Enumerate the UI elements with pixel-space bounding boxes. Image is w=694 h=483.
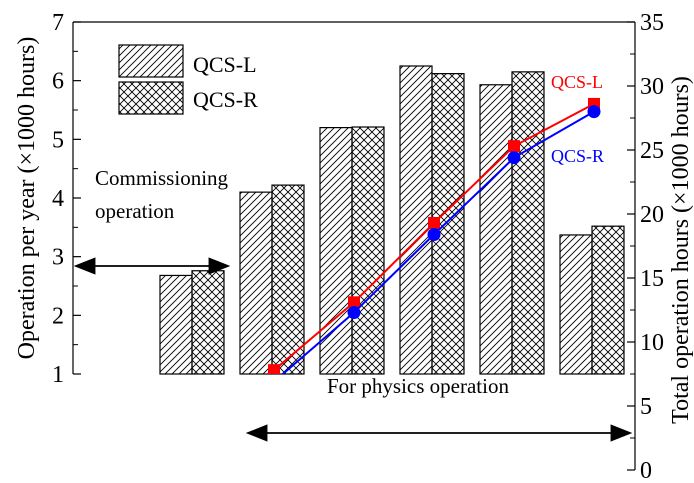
legend-swatch-qcs-r bbox=[118, 81, 184, 115]
right-tick-label-5: 5 bbox=[640, 394, 652, 420]
left-tick-label-4: 4 bbox=[52, 186, 64, 212]
bar-qcs-r-5 bbox=[511, 71, 545, 375]
bar-qcs-l-2 bbox=[239, 191, 273, 375]
left-tick-label-3: 3 bbox=[52, 245, 64, 271]
bar-qcs-l-4 bbox=[399, 65, 433, 375]
right-axis-label: Total operation hours (×1000 hours) bbox=[668, 76, 694, 424]
left-tick-label-2: 2 bbox=[52, 303, 64, 329]
point-qcs-l-3 bbox=[348, 296, 360, 309]
right-axis-label-text: Total operation hours (×1000 hours) bbox=[668, 76, 694, 424]
left-tick-label-5: 5 bbox=[52, 127, 64, 153]
right-tick-label-0: 0 bbox=[640, 458, 652, 483]
annotation-commissioning: Commissioning bbox=[95, 166, 229, 190]
line-series bbox=[265, 97, 601, 374]
right-tick-label-15: 15 bbox=[640, 266, 664, 292]
left-tick-label-7: 7 bbox=[52, 10, 64, 36]
bar-qcs-r-2 bbox=[271, 184, 305, 375]
line-label-qcs-l: QCS-L bbox=[551, 72, 603, 92]
bar-qcs-l-3 bbox=[319, 126, 353, 375]
point-qcs-r-5 bbox=[507, 151, 521, 165]
bar-qcs-l-5 bbox=[479, 84, 513, 375]
right-tick-label-35: 35 bbox=[640, 10, 664, 36]
line-label-qcs-r: QCS-R bbox=[551, 146, 604, 166]
legend-label-qcs-r: QCS-R bbox=[193, 87, 258, 112]
legend-label-qcs-l: QCS-L bbox=[193, 52, 257, 77]
point-qcs-l-2 bbox=[268, 364, 280, 374]
legend-swatch-qcs-l bbox=[118, 44, 184, 78]
right-tick-label-20: 20 bbox=[640, 202, 664, 228]
bar-qcs-r-3 bbox=[351, 126, 385, 375]
right-tick-label-25: 25 bbox=[640, 138, 664, 164]
bar-series bbox=[159, 65, 625, 375]
point-qcs-r-3 bbox=[347, 306, 361, 320]
point-qcs-l-5 bbox=[508, 140, 520, 153]
bar-qcs-r-1 bbox=[191, 270, 225, 375]
right-tick-label-30: 30 bbox=[640, 74, 664, 100]
bar-qcs-l-1 bbox=[159, 274, 193, 375]
right-tick-label-10: 10 bbox=[640, 330, 664, 356]
bar-qcs-l-6 bbox=[559, 234, 593, 375]
point-qcs-r-6 bbox=[587, 105, 601, 119]
left-axis-ticks: 1 2 3 4 5 6 7 bbox=[52, 10, 81, 388]
point-qcs-r-4 bbox=[427, 227, 441, 241]
left-tick-label-6: 6 bbox=[52, 69, 64, 95]
left-tick-label-1: 1 bbox=[52, 362, 64, 388]
bar-qcs-r-6 bbox=[591, 225, 625, 375]
right-axis-ticks: 0 5 10 15 20 25 30 35 bbox=[627, 10, 664, 483]
point-qcs-l-4 bbox=[428, 216, 440, 229]
annotation-operation: operation bbox=[95, 199, 175, 223]
left-axis-label: Operation per year (×1000 hours) bbox=[14, 37, 40, 360]
annotation-physics: For physics operation bbox=[327, 374, 509, 398]
left-axis-label-text: Operation per year (×1000 hours) bbox=[14, 37, 40, 360]
legend: QCS-L QCS-R bbox=[118, 44, 258, 115]
